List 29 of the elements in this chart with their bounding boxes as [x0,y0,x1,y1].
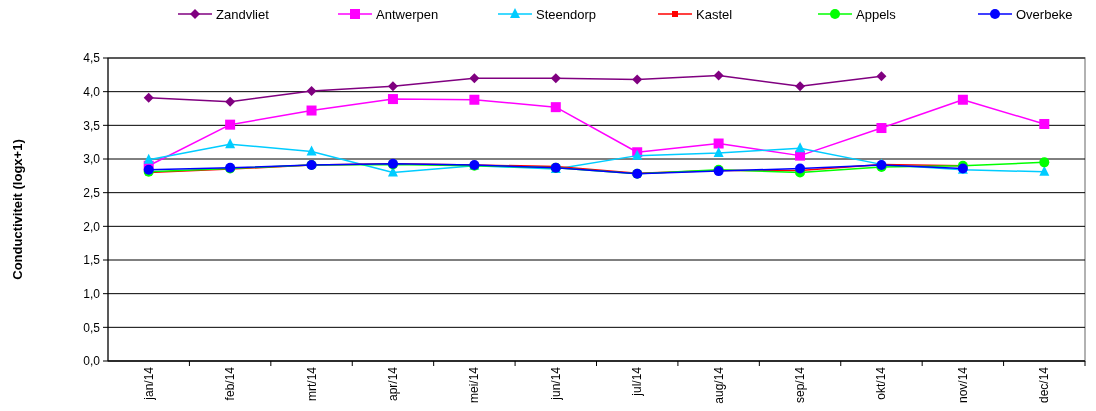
y-tick-label: 3,5 [83,118,101,133]
y-tick-label: 3,0 [83,152,101,167]
y-tick-label: 2,0 [83,219,101,234]
x-tick-label: aug/14 [711,366,726,404]
x-tick-label: apr/14 [385,366,400,402]
x-tick-label: nov/14 [955,366,970,404]
x-tick-label: feb/14 [223,366,238,401]
x-tick-label: mei/14 [467,366,482,404]
y-tick-label: 4,5 [83,51,101,66]
x-tick-label: mrt/14 [304,366,319,402]
x-tick-label: jun/14 [548,366,563,401]
legend-label: Kastel [696,6,733,22]
x-tick-label: jan/14 [141,366,156,401]
y-tick-label: 1,0 [83,286,101,301]
y-axis-title: Conductiviteit (logx+1) [10,139,25,280]
x-tick-label: okt/14 [874,366,889,400]
x-tick-label: dec/14 [1037,366,1052,404]
x-tick-label: jul/14 [630,366,645,397]
y-tick-label: 4,0 [83,84,101,99]
y-tick-label: 1,5 [83,253,101,268]
legend-label: Antwerpen [376,6,439,22]
y-tick-label: 2,5 [83,185,101,200]
legend-label: Overbeke [1016,6,1073,22]
x-tick-label: sep/14 [793,366,808,404]
y-tick-label: 0,0 [83,354,101,369]
y-tick-label: 0,5 [83,320,101,335]
legend-label: Zandvliet [216,6,270,22]
legend-label: Steendorp [536,6,596,22]
legend-label: Appels [856,6,897,22]
